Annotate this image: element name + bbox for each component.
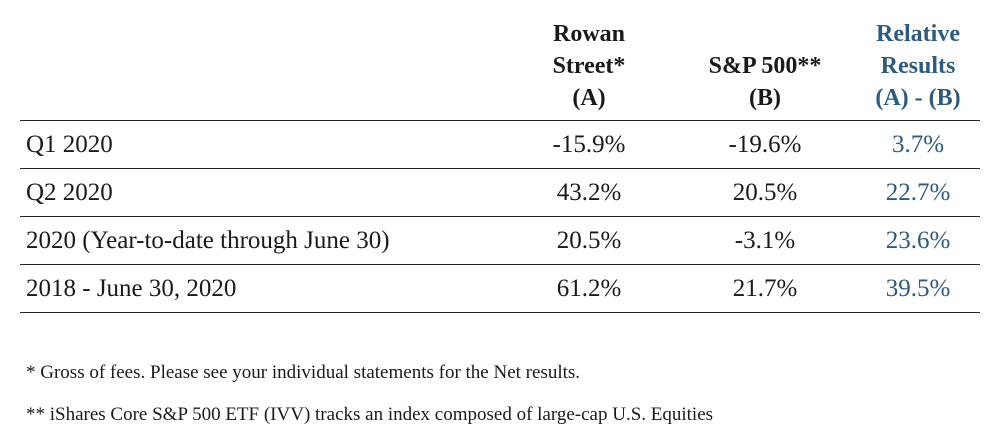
relative-result-value: 23.6% bbox=[885, 227, 951, 254]
footnote-ishares-etf: ** iShares Core S&P 500 ETF (IVV) tracks… bbox=[26, 404, 714, 425]
rowan-street-value: -15.9% bbox=[552, 131, 626, 158]
header-relative-results: Relative Results (A) - (B) bbox=[856, 18, 980, 114]
table-header-row: Rowan Street* (A) S&P 500** (B) Relative… bbox=[20, 14, 980, 120]
table-row: Q2 2020 43.2% 20.5% 22.7% bbox=[20, 169, 980, 217]
header-rowan-street-line-2: Street* bbox=[552, 53, 626, 79]
footnotes: * Gross of fees. Please see your individ… bbox=[26, 352, 713, 436]
row-label: Q1 2020 bbox=[26, 131, 113, 158]
rowan-street-value: 61.2% bbox=[556, 275, 622, 302]
header-sp500-line-2: (B) bbox=[749, 85, 781, 111]
relative-result-value: 39.5% bbox=[885, 275, 951, 302]
sp500-value: 20.5% bbox=[732, 179, 798, 206]
header-relative-line-1: Relative bbox=[876, 21, 960, 47]
header-relative-line-3: (A) - (B) bbox=[875, 85, 961, 111]
relative-result-value: 22.7% bbox=[885, 179, 951, 206]
header-rowan-street: Rowan Street* (A) bbox=[520, 18, 658, 114]
rowan-street-value: 20.5% bbox=[556, 227, 622, 254]
header-sp500: S&P 500** (B) bbox=[680, 50, 850, 114]
sp500-value: 21.7% bbox=[732, 275, 798, 302]
header-rowan-street-line-1: Rowan bbox=[552, 21, 625, 47]
header-rowan-street-line-3: (A) bbox=[572, 85, 606, 111]
table-row: 2020 (Year-to-date through June 30) 20.5… bbox=[20, 217, 980, 265]
row-label: 2020 (Year-to-date through June 30) bbox=[26, 227, 390, 254]
header-sp500-line-1: S&P 500** bbox=[708, 53, 822, 79]
row-label: 2018 - June 30, 2020 bbox=[26, 275, 237, 302]
table-row: 2018 - June 30, 2020 61.2% 21.7% 39.5% bbox=[20, 265, 980, 313]
header-relative-line-2: Results bbox=[880, 53, 956, 79]
sp500-value: -19.6% bbox=[728, 131, 802, 158]
header-divider bbox=[20, 120, 980, 121]
footnote-gross-of-fees: * Gross of fees. Please see your individ… bbox=[26, 362, 581, 383]
performance-table: Rowan Street* (A) S&P 500** (B) Relative… bbox=[20, 14, 980, 313]
row-label: Q2 2020 bbox=[26, 179, 113, 206]
rowan-street-value: 43.2% bbox=[556, 179, 622, 206]
table-row: Q1 2020 -15.9% -19.6% 3.7% bbox=[20, 121, 980, 169]
relative-result-value: 3.7% bbox=[891, 131, 945, 158]
sp500-value: -3.1% bbox=[734, 227, 796, 254]
